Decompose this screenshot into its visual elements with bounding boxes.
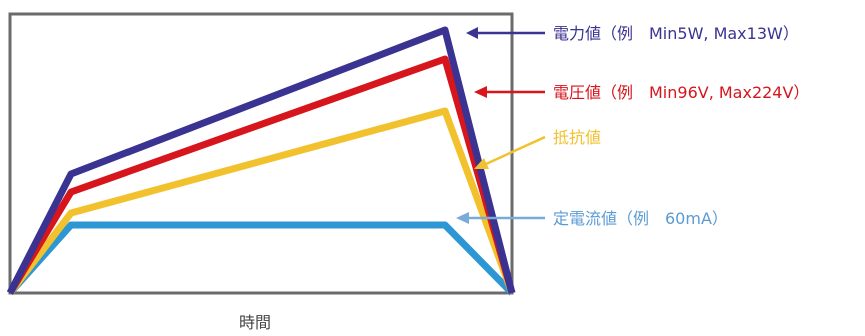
voltage-arrow [474, 86, 545, 98]
resistance-curve [7, 107, 516, 296]
power-label: 電力値（例 Min5W, Max13W） [553, 24, 799, 43]
voltage-label: 電圧値（例 Min96V, Max224V） [553, 83, 809, 102]
power-curve [6, 26, 516, 295]
plot-frame [8, 12, 514, 295]
current-label: 定電流値（例 60mA） [553, 209, 728, 228]
resistance-arrow [474, 135, 546, 169]
resistance-label: 抵抗値 [553, 128, 601, 147]
x-axis-label: 時間 [239, 313, 271, 332]
power-arrow [466, 27, 545, 39]
voltage-curve [7, 55, 516, 295]
current-curve [7, 221, 515, 296]
current-arrow [456, 212, 545, 224]
